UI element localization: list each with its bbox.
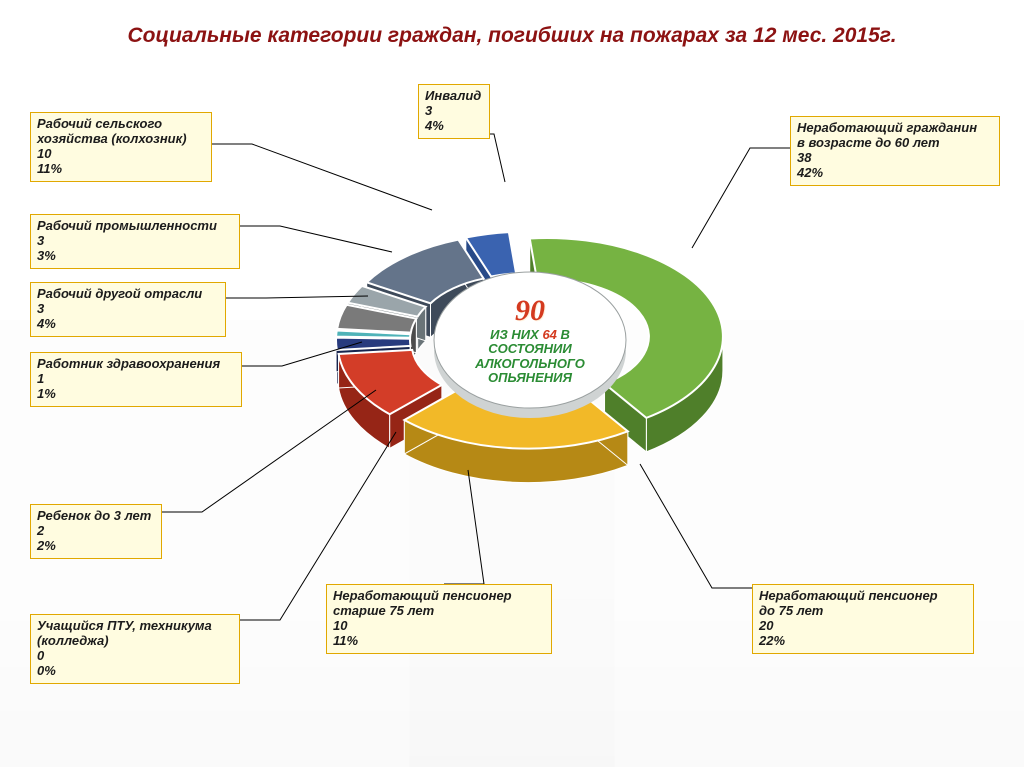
callout-selhoz: Рабочий сельскогохозяйства (колхозник)10… (30, 112, 212, 182)
callout-prom: Рабочий промышленности33% (30, 214, 240, 269)
callout-child3: Ребенок до 3 лет22% (30, 504, 162, 559)
callout-pens_over75: Неработающий пенсионерстарше 75 лет1011% (326, 584, 552, 654)
callout-ptu: Учащийся ПТУ, техникума(колледжа)00% (30, 614, 240, 684)
chart-stage: Инвалид34% Неработающий гражданинв возрас… (0, 64, 1024, 767)
callout-unemp60: Неработающий гражданинв возрасте до 60 л… (790, 116, 1000, 186)
callout-other_ind: Рабочий другой отрасли34% (30, 282, 226, 337)
chart-title: Социальные категории граждан, погибших н… (0, 24, 1024, 48)
callout-pens_under75: Неработающий пенсионердо 75 лет2022% (752, 584, 974, 654)
center-total: 90 (440, 294, 620, 328)
center-summary: 90ИЗ НИХ 64 ВСОСТОЯНИИАЛКОГОЛЬНОГООПЬЯНЕ… (440, 278, 620, 402)
callout-health: Работник здравоохранения11% (30, 352, 242, 407)
callout-invalid: Инвалид34% (418, 84, 490, 139)
